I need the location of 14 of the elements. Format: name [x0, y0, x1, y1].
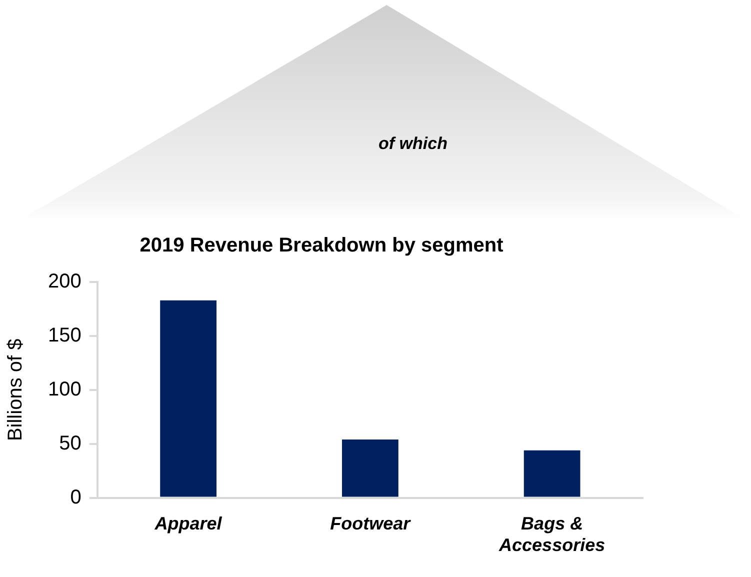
y-tick-label: 50: [59, 432, 82, 454]
y-axis-title: Billions of $: [4, 338, 27, 442]
y-tick-label: 0: [70, 486, 82, 508]
y-tick-label: 150: [48, 324, 82, 346]
bar: [524, 450, 580, 497]
x-tick-label: Footwear: [330, 514, 412, 534]
x-tick-label: Apparel: [154, 514, 223, 534]
chart-title: 2019 Revenue Breakdown by segment: [140, 234, 504, 257]
y-tick-label: 200: [48, 270, 82, 293]
y-tick-label: 100: [48, 378, 82, 400]
bar: [160, 300, 216, 497]
text: of which: [378, 134, 448, 154]
bar: [342, 440, 398, 497]
x-tick-label: Bags & Accessories: [498, 514, 606, 556]
